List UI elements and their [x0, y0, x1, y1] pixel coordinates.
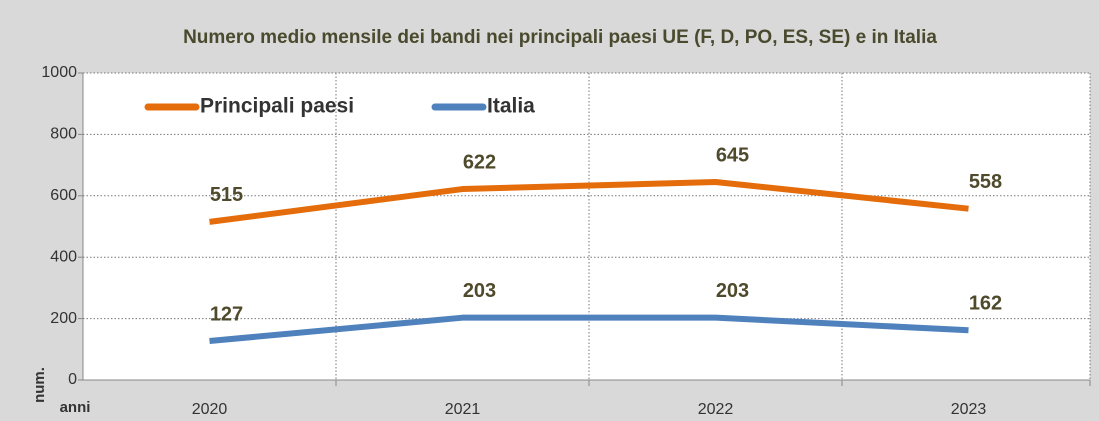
data-label: 515 [210, 184, 243, 206]
y-axis-label: num. [31, 367, 48, 403]
x-tick-label: 2022 [698, 401, 734, 418]
y-tick-label: 1000 [41, 64, 77, 81]
data-label: 127 [210, 303, 243, 325]
data-label: 162 [969, 293, 1002, 315]
legend-label: Italia [487, 95, 535, 118]
data-label: 558 [969, 171, 1002, 193]
x-tick-label: 2021 [445, 401, 481, 418]
data-label: 203 [716, 280, 749, 302]
y-tick-label: 800 [50, 126, 77, 143]
data-label: 203 [463, 280, 496, 302]
x-tick-label: 2023 [951, 401, 987, 418]
x-tick-label: 2020 [192, 401, 228, 418]
series-line [209, 314, 969, 344]
y-tick-label: 600 [50, 187, 77, 204]
x-axis-label: anni [60, 399, 91, 416]
legend-label: Principali paesi [200, 95, 354, 118]
data-label: 645 [716, 144, 749, 166]
chart-title: Numero medio mensile dei bandi nei princ… [183, 27, 937, 48]
series-line [209, 178, 969, 225]
plot-area [83, 73, 1090, 380]
y-tick-label: 0 [68, 371, 77, 388]
data-label: 622 [463, 151, 496, 173]
y-tick-label: 200 [50, 310, 77, 327]
y-tick-label: 400 [50, 248, 77, 265]
